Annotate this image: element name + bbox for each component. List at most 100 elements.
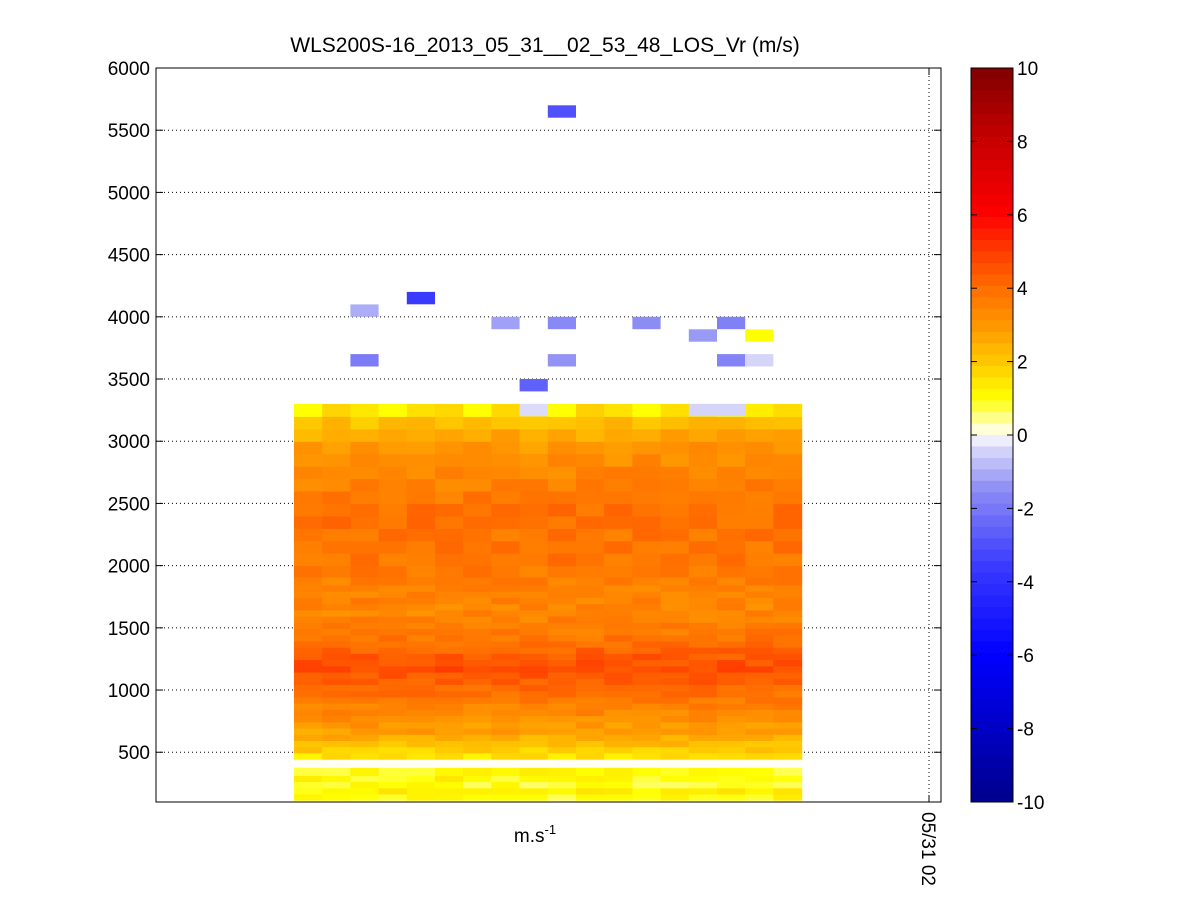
heatmap-cell [604, 603, 633, 611]
heatmap-cell [491, 453, 521, 467]
heatmap-cell [491, 478, 521, 492]
colorbar-band [971, 549, 1013, 562]
heatmap-cell [660, 653, 690, 661]
heatmap-cell [547, 684, 577, 692]
heatmap-cell [350, 403, 380, 417]
heatmap-cell [519, 640, 549, 648]
heatmap-cell [491, 441, 521, 455]
heatmap-cell [378, 634, 408, 642]
heatmap-cell [435, 403, 464, 417]
colorbar-band [971, 389, 1013, 402]
heatmap-cell [519, 703, 549, 710]
heatmap-cell [519, 515, 549, 529]
heatmap-cell [688, 478, 718, 492]
heatmap-cell [547, 416, 577, 430]
heatmap-cell [745, 665, 774, 673]
heatmap-cell [632, 684, 662, 692]
heatmap-cell [463, 453, 492, 467]
heatmap-cell [660, 734, 690, 741]
heatmap-cell [519, 565, 549, 578]
heatmap-cell [688, 775, 718, 783]
heatmap-cell [717, 787, 746, 795]
heatmap-cell [632, 709, 662, 717]
heatmap-cell [660, 628, 690, 636]
heatmap-cell [604, 653, 633, 661]
heatmap-cell [350, 441, 380, 455]
y-tick-label: 1000 [108, 681, 150, 702]
heatmap-cell [491, 515, 521, 529]
heatmap-cell [660, 640, 690, 648]
heatmap-cell [688, 584, 718, 592]
heatmap-cell [773, 728, 803, 735]
heatmap-cell [435, 752, 464, 760]
heatmap-cell [378, 678, 408, 685]
sparse-cell [491, 316, 520, 330]
sparse-cell [547, 354, 576, 367]
heatmap-cell [576, 528, 605, 542]
heatmap-cell [435, 734, 464, 741]
heatmap-cell [604, 503, 633, 517]
heatmap-cell [688, 591, 718, 598]
y-tick-label: 2000 [108, 557, 150, 578]
heatmap-cell [378, 416, 408, 430]
heatmap-cell [435, 659, 464, 667]
heatmap-cell [745, 528, 774, 542]
heatmap-cell [519, 684, 549, 692]
heatmap-cell [463, 628, 492, 636]
heatmap-cell [745, 540, 774, 554]
heatmap-cell [632, 553, 662, 567]
heatmap-cell [717, 653, 746, 661]
heatmap-cell [717, 703, 746, 710]
heatmap-cell [350, 678, 380, 685]
heatmap-cell [745, 703, 774, 710]
heatmap-cell [604, 453, 633, 467]
heatmap-cell [547, 515, 577, 529]
heatmap-cell [322, 696, 351, 704]
heatmap-cell [632, 616, 662, 623]
heatmap-cell [406, 628, 436, 636]
sparse-cell [350, 354, 379, 367]
heatmap-cell [576, 734, 605, 741]
heatmap-cell [632, 503, 662, 517]
heatmap-cell [576, 665, 605, 673]
heatmap-cell [350, 528, 380, 542]
heatmap-cell [688, 672, 718, 679]
colorbar-band [971, 343, 1013, 356]
heatmap-cell [435, 609, 464, 617]
heatmap-cell [519, 609, 549, 617]
heatmap-cell [576, 515, 605, 529]
heatmap-cell [435, 696, 464, 704]
colorbar-tick-label: 0 [1017, 426, 1028, 447]
heatmap-cell [435, 787, 464, 795]
heatmap-cell [294, 540, 323, 554]
heatmap-cell [660, 752, 690, 760]
heatmap-cell [688, 659, 718, 667]
colorbar-band [971, 400, 1013, 413]
heatmap-cell [350, 491, 380, 504]
heatmap-cell [604, 767, 633, 776]
heatmap-cell [463, 622, 492, 629]
heatmap-cell [576, 653, 605, 661]
heatmap-cell [717, 565, 746, 578]
heatmap-cell [547, 403, 577, 417]
heatmap-cell [576, 603, 605, 611]
heatmap-cell [576, 752, 605, 760]
heatmap-cell [491, 659, 521, 667]
heatmap-cell [660, 609, 690, 617]
heatmap-cell [547, 453, 577, 467]
heatmap-cell [294, 740, 323, 748]
heatmap-cell [576, 540, 605, 554]
heatmap-cell [435, 441, 464, 455]
heatmap-cell [688, 515, 718, 529]
heatmap-cell [463, 678, 492, 685]
heatmap-cell [717, 597, 746, 605]
heatmap-cell [547, 721, 577, 729]
heatmap-cell [350, 793, 380, 801]
heatmap-cell [745, 709, 774, 717]
heatmap-cell [491, 628, 521, 636]
heatmap-cell [576, 793, 605, 801]
colorbar-band [971, 526, 1013, 539]
heatmap-cell [660, 515, 690, 529]
colorbar-band [971, 492, 1013, 505]
heatmap-cell [435, 453, 464, 467]
